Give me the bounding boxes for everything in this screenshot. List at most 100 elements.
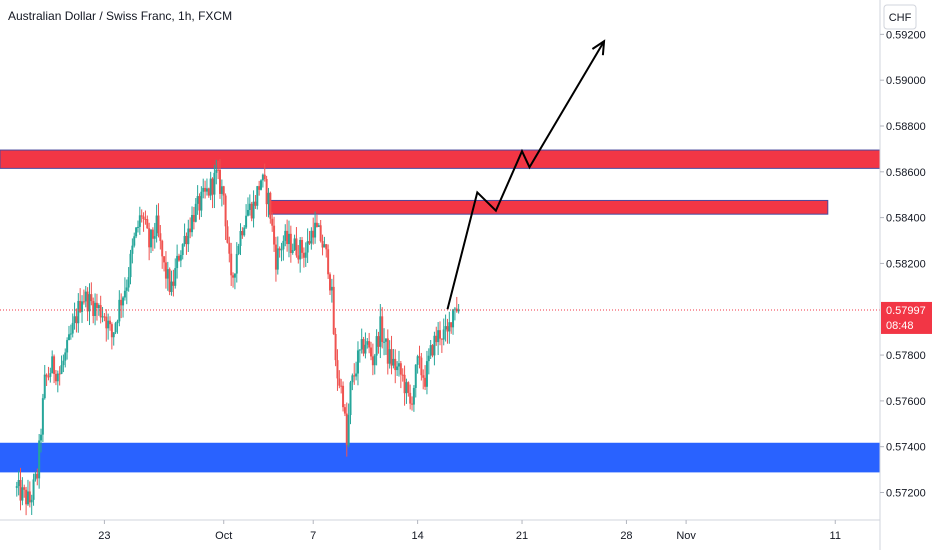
y-tick-label: 0.58400 [886, 213, 926, 225]
candle [99, 295, 102, 324]
candle-body [306, 241, 309, 253]
candle [90, 282, 93, 306]
candle-body [116, 321, 119, 324]
candle [51, 350, 54, 374]
candle-body [403, 374, 406, 394]
candle [349, 380, 352, 425]
candle-body [107, 320, 110, 329]
candle-body [228, 242, 231, 254]
resistance-zone-2[interactable] [267, 199, 829, 215]
candle [198, 193, 201, 220]
last-price-tag-box [881, 301, 932, 334]
plot-area[interactable] [0, 0, 880, 520]
price-axis[interactable]: 0.59200 0.59000 0.58800 0.58600 0.58400 0.582… [880, 29, 926, 500]
x-tick-label: 14 [412, 530, 424, 542]
candle [170, 270, 173, 296]
candle-body [325, 244, 328, 250]
currency-button-box[interactable] [883, 4, 917, 30]
candle-body [340, 385, 343, 387]
candle-body [452, 309, 455, 328]
candle [217, 160, 220, 180]
candle-body [377, 336, 380, 347]
candle [293, 234, 296, 251]
candle [256, 185, 259, 210]
candle [84, 285, 87, 308]
candle [224, 193, 227, 240]
candle-body [271, 218, 274, 226]
candle [453, 307, 456, 321]
candle-body [120, 299, 123, 306]
candle [306, 228, 309, 264]
projection-line[interactable] [446, 40, 605, 310]
candle-body [439, 330, 441, 339]
candle [192, 206, 195, 230]
last-price-value: 0.57997 [886, 305, 926, 317]
candle-body [45, 374, 48, 377]
support-zone-3[interactable] [0, 442, 881, 473]
candle [71, 313, 74, 338]
currency-button-label[interactable]: CHF [889, 12, 912, 24]
candle [243, 225, 246, 237]
candle [209, 171, 212, 201]
candle [278, 246, 281, 258]
candle-body [364, 344, 367, 354]
candle [21, 477, 24, 506]
candle-body [394, 358, 397, 371]
candle [215, 159, 218, 185]
candle-body [138, 215, 141, 227]
candle [159, 224, 162, 250]
candle [103, 313, 106, 322]
candle [420, 352, 423, 381]
candle-body [181, 244, 184, 255]
candle [405, 378, 408, 404]
candle [28, 481, 31, 508]
candle-body [101, 316, 104, 318]
candle [315, 214, 318, 228]
candle [252, 190, 255, 228]
y-tick-label: 0.57600 [886, 396, 926, 408]
candle-body [356, 350, 359, 374]
candle-body [183, 235, 186, 245]
candle [245, 204, 248, 229]
candle-body [109, 320, 111, 325]
candle-body [332, 286, 335, 335]
resistance-zone-1[interactable] [0, 149, 881, 169]
candle [60, 355, 63, 375]
candle-body [261, 174, 264, 181]
candle [397, 350, 400, 377]
time-axis[interactable]: 23 Oct 7 14 21 28 Nov 11 [98, 520, 841, 542]
candle-body [224, 195, 227, 227]
candle [75, 308, 78, 333]
candle [254, 195, 257, 209]
candle [424, 365, 427, 391]
candle [261, 173, 264, 188]
candle [327, 244, 330, 279]
candle-body [431, 345, 434, 356]
candle-body [317, 225, 320, 227]
candle [332, 274, 335, 336]
candle [222, 185, 225, 205]
candle-body [196, 196, 199, 204]
candle-body [19, 480, 22, 501]
candle [114, 321, 117, 335]
candle [310, 227, 313, 250]
candle-body [36, 473, 39, 479]
candle-body [51, 356, 54, 374]
y-tick-label: 0.59000 [886, 75, 926, 87]
candle [427, 348, 430, 375]
candle [235, 242, 238, 283]
candle-body [110, 324, 113, 338]
candle-body [125, 287, 128, 291]
candle [122, 296, 125, 318]
candle-body [334, 334, 337, 361]
currency-button[interactable]: CHF [883, 4, 917, 30]
last-price-countdown: 08:48 [886, 320, 914, 332]
candle-body [34, 473, 37, 480]
candle-body [291, 250, 294, 253]
candle [176, 244, 179, 279]
candle [237, 243, 240, 256]
candle [77, 293, 80, 333]
candle-body [28, 491, 31, 503]
candle-body [360, 339, 363, 350]
